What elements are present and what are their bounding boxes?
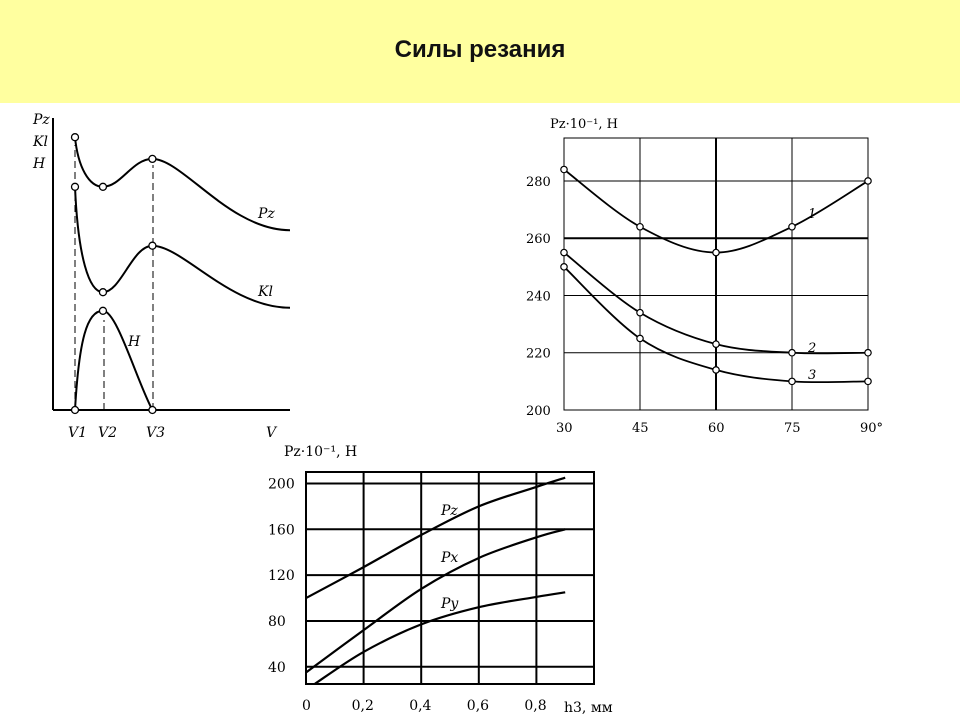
c-ylabel: Pz·10⁻¹, Н (284, 444, 357, 460)
c-xtick-0: 0 (302, 698, 311, 714)
a-point-1-2 (148, 241, 157, 250)
c-ytick-4: 200 (268, 476, 295, 492)
c-ytick-2: 120 (268, 568, 295, 584)
c-series-line-Px (305, 528, 566, 674)
b-point-3-0 (560, 263, 568, 271)
a-point-0-0 (70, 133, 80, 142)
b-point-2-3 (788, 348, 796, 357)
b-point-2-2 (712, 340, 720, 348)
b-ytick-1: 220 (526, 347, 551, 362)
a-xtick-v2: V2 (98, 425, 117, 441)
b-ytick-3: 260 (526, 232, 551, 247)
b-point-3-3 (788, 377, 796, 386)
b-xtick-4: 90° (860, 421, 883, 436)
c-series-line-Py (314, 591, 566, 685)
a-series-label-pz: Pz (257, 206, 275, 222)
a-point-1-1 (98, 288, 108, 297)
c-ytick-3: 160 (268, 522, 295, 538)
c-ytick-0: 40 (268, 660, 286, 676)
b-xtick-1: 45 (632, 421, 649, 436)
c-xtick-2: 0,4 (409, 698, 431, 714)
a-xlabel: V (266, 425, 278, 441)
a-series-label-h: H (127, 334, 141, 350)
a-point-2-0 (70, 405, 80, 415)
title-banner (0, 0, 960, 103)
a-point-0-2 (148, 154, 157, 164)
slide-title: Силы резания (394, 36, 566, 63)
b-ytick-4: 280 (526, 175, 551, 190)
c-series-label-px: Px (440, 550, 458, 566)
b-point-1-2 (712, 248, 720, 257)
a-xtick-v1: V1 (68, 425, 87, 441)
b-xtick-0: 30 (556, 421, 573, 436)
b-point-3-2 (712, 366, 720, 374)
b-point-1-0 (560, 165, 568, 174)
c-series-line-Pz (305, 476, 566, 600)
a-series-label-kl: Kl (257, 284, 273, 300)
a-point-1-0 (70, 182, 80, 191)
b-series-label-2: 2 (807, 341, 816, 356)
a-ylabel-h: H (32, 156, 46, 172)
b-point-1-4 (864, 177, 872, 185)
b-point-2-4 (864, 348, 872, 357)
b-ylabel: Pz·10⁻¹, Н (550, 117, 618, 132)
c-xtick-4: 0,8 (524, 698, 546, 714)
b-series-label-1: 1 (808, 207, 816, 222)
b-ytick-0: 200 (526, 404, 551, 419)
a-point-2-2 (148, 405, 157, 415)
c-xtick-3: 0,6 (467, 698, 489, 714)
b-series-line-3 (563, 266, 869, 384)
b-point-1-3 (788, 222, 796, 231)
b-point-3-1 (636, 334, 644, 343)
c-series-label-py: Py (440, 596, 459, 612)
c-xtick-1: 0,2 (352, 698, 374, 714)
a-series-line-0 (74, 137, 291, 232)
b-xtick-2: 60 (708, 421, 725, 436)
a-point-0-1 (98, 182, 108, 191)
c-ytick-1: 80 (268, 614, 286, 630)
b-series-label-3: 3 (808, 368, 816, 383)
b-point-2-0 (560, 248, 568, 257)
b-point-2-1 (636, 308, 644, 317)
b-point-3-4 (864, 377, 872, 386)
a-ylabel-kl: Kl (32, 134, 48, 150)
b-xtick-3: 75 (784, 421, 801, 436)
a-point-2-1 (98, 306, 108, 315)
c-xlabel: h3, мм (564, 700, 613, 716)
c-frame (305, 471, 595, 685)
b-ytick-2: 240 (526, 289, 551, 304)
b-point-1-1 (636, 222, 644, 231)
a-series-line-1 (74, 186, 291, 309)
a-ylabel-pz: Pz (32, 112, 50, 128)
c-series-label-pz: Pz (440, 503, 458, 519)
a-xtick-v3: V3 (146, 425, 165, 441)
